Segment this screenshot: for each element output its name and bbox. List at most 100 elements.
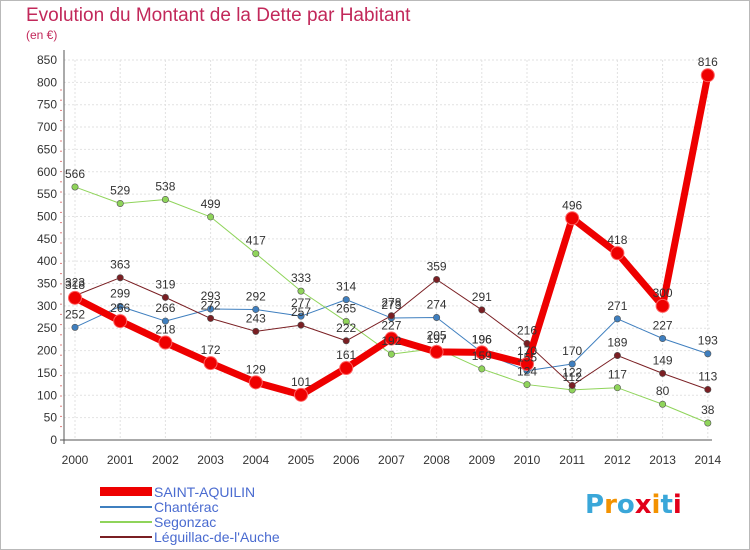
data-point <box>613 315 621 323</box>
data-label: 193 <box>698 334 718 348</box>
data-point <box>252 305 260 313</box>
data-label: 566 <box>65 167 85 181</box>
data-label: 274 <box>427 298 447 312</box>
data-label: 300 <box>653 286 673 300</box>
data-point <box>613 352 621 360</box>
data-label: 333 <box>291 271 311 285</box>
x-tick-label: 2009 <box>468 453 495 467</box>
data-label: 117 <box>608 368 627 382</box>
x-tick-label: 2002 <box>152 453 179 467</box>
data-point <box>433 314 441 322</box>
data-point <box>659 400 667 408</box>
data-label: 227 <box>653 319 673 333</box>
logo-letter: i <box>672 490 682 520</box>
data-point <box>342 318 350 326</box>
data-point <box>387 350 395 358</box>
data-label: 323 <box>65 276 85 290</box>
data-point <box>252 327 260 335</box>
data-label: 197 <box>427 332 447 346</box>
data-point <box>116 274 124 282</box>
data-label: 196 <box>472 332 492 346</box>
y-tick-label: 500 <box>37 209 57 223</box>
data-point <box>207 213 215 221</box>
data-label: 278 <box>381 296 401 310</box>
data-label: 499 <box>201 197 221 211</box>
data-label: 273 <box>381 298 401 312</box>
chart-subtitle: (en €) <box>26 28 58 42</box>
data-label: 196 <box>472 332 492 346</box>
logo-letter: i <box>651 490 661 520</box>
data-label: 161 <box>336 348 356 362</box>
data-point <box>203 356 218 371</box>
data-label: 159 <box>472 349 492 363</box>
x-tick-label: 2011 <box>559 453 585 467</box>
data-point <box>478 365 486 373</box>
x-tick-label: 2000 <box>62 453 89 467</box>
data-point <box>474 345 489 360</box>
x-tick-label: 2014 <box>694 453 721 467</box>
data-label: 129 <box>246 362 266 376</box>
data-label: 363 <box>110 258 130 272</box>
data-label: 417 <box>246 234 266 248</box>
logo-letter: t <box>660 490 673 520</box>
x-tick-label: 2006 <box>333 453 360 467</box>
data-point <box>384 331 399 346</box>
data-label: 538 <box>155 179 175 193</box>
data-point <box>68 290 82 305</box>
data-point <box>71 323 79 331</box>
y-tick-label: 300 <box>37 299 57 313</box>
y-tick-label: 700 <box>37 120 57 134</box>
x-tick-label: 2004 <box>242 453 269 467</box>
data-label: 293 <box>201 289 221 303</box>
data-label: 252 <box>65 307 85 321</box>
data-point <box>71 183 79 191</box>
legend-swatch <box>100 487 152 496</box>
data-label: 149 <box>653 353 673 367</box>
legend-label: SAINT-AQUILIN <box>154 484 256 500</box>
data-point <box>523 381 531 389</box>
legend-label: Léguillac-de-l'Auche <box>154 529 280 545</box>
data-point <box>161 317 169 325</box>
data-label: 292 <box>246 289 266 303</box>
data-label: 170 <box>562 344 582 358</box>
data-point <box>659 369 667 377</box>
data-label: 222 <box>336 321 356 335</box>
data-point <box>207 314 215 322</box>
data-label: 257 <box>291 305 311 319</box>
chart-title: Evolution du Montant de la Dette par Hab… <box>26 5 411 26</box>
data-label: 189 <box>607 336 627 350</box>
y-tick-label: 100 <box>37 388 57 402</box>
data-label: 155 <box>517 351 537 365</box>
y-tick-label: 0 <box>50 433 57 447</box>
x-tick-label: 2013 <box>649 453 676 467</box>
data-label: 314 <box>336 280 356 294</box>
y-tick-label: 50 <box>44 411 58 425</box>
data-label: 38 <box>701 403 715 417</box>
data-point <box>704 350 712 358</box>
data-point <box>429 344 444 359</box>
data-point <box>161 195 169 203</box>
x-tick-label: 2007 <box>378 453 405 467</box>
data-label: 80 <box>656 384 670 398</box>
y-tick-label: 750 <box>37 98 57 112</box>
data-point <box>248 375 263 390</box>
y-tick-label: 800 <box>37 75 57 89</box>
data-point <box>342 296 350 304</box>
data-point <box>700 68 715 83</box>
data-point <box>704 385 712 393</box>
logo-letter: P <box>585 490 605 520</box>
x-tick-label: 2010 <box>514 453 541 467</box>
data-point <box>433 276 441 284</box>
data-point <box>613 384 621 392</box>
data-label: 291 <box>472 290 492 304</box>
data-label: 122 <box>562 365 582 379</box>
data-label: 218 <box>155 323 175 337</box>
x-tick-label: 2008 <box>423 453 450 467</box>
legend-swatch <box>100 521 152 523</box>
data-label: 243 <box>246 311 266 325</box>
data-point <box>116 302 124 310</box>
x-tick-label: 2012 <box>604 453 631 467</box>
data-label: 277 <box>291 296 311 310</box>
data-point <box>610 246 625 261</box>
